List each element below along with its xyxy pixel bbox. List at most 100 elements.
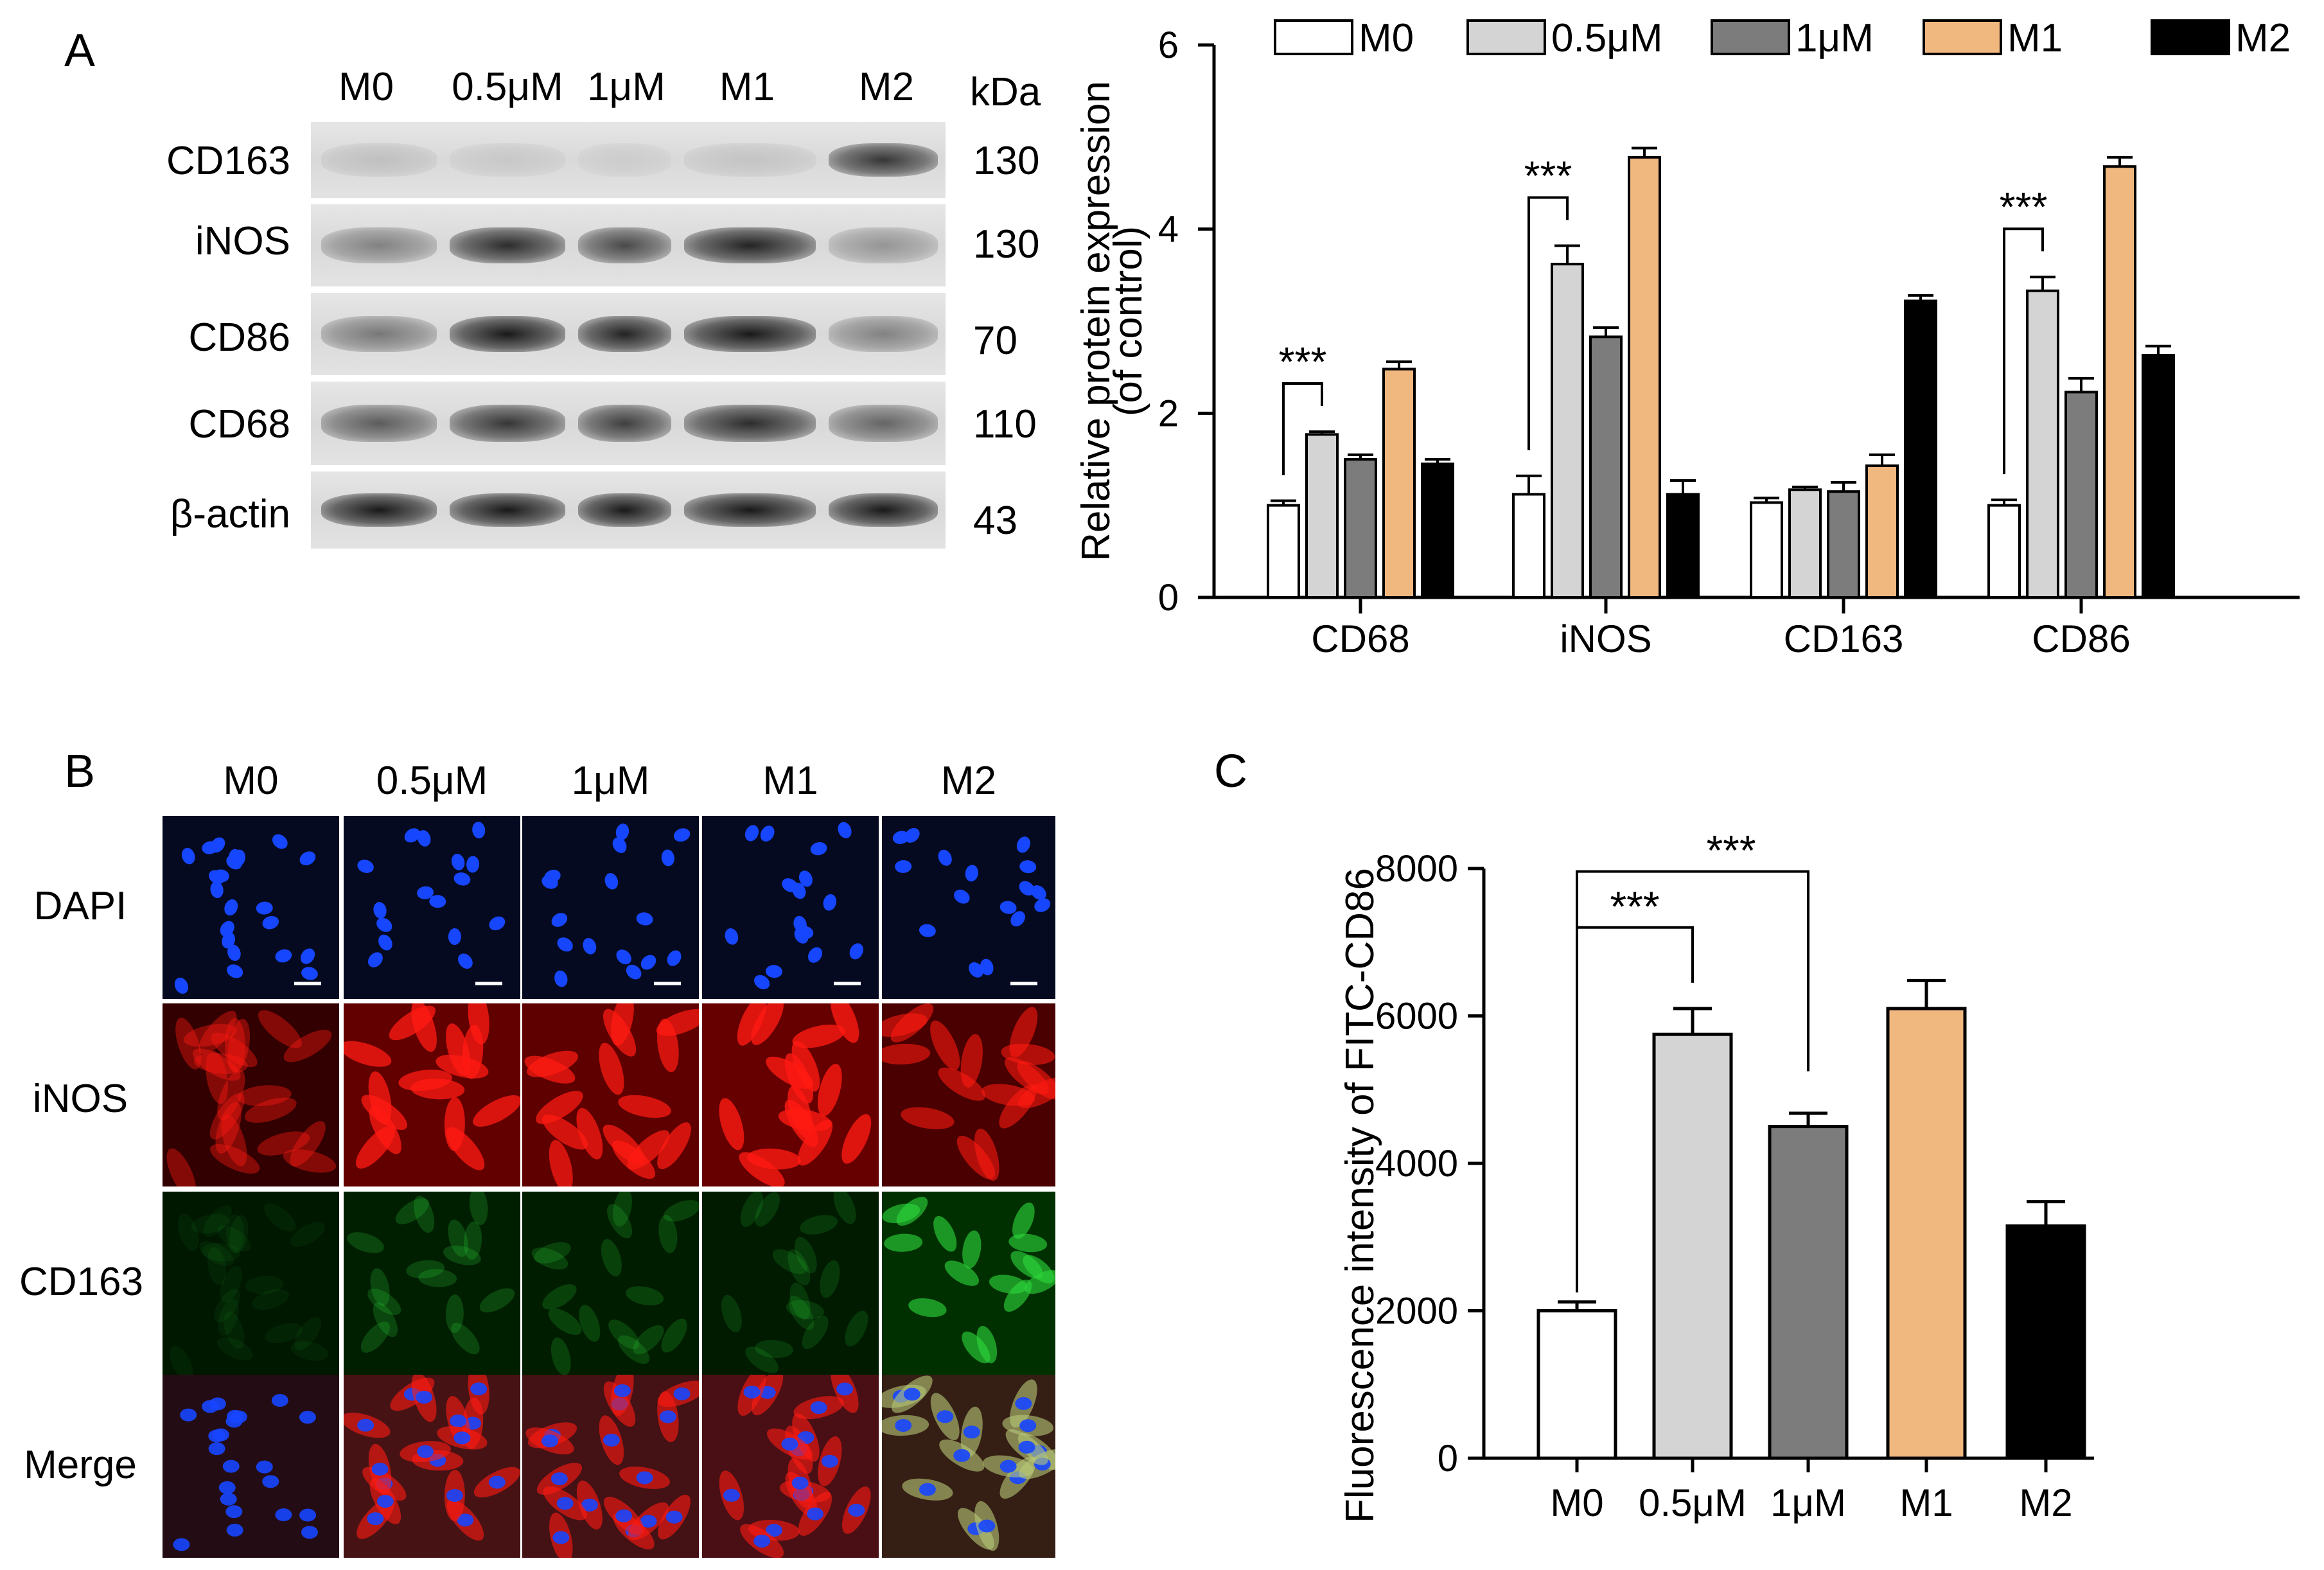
wb-kda-value: 70 <box>973 319 1017 363</box>
if-column-label: 1μM <box>571 759 650 803</box>
blot-band <box>321 405 437 442</box>
y-tick-label: 6000 <box>1375 996 1458 1037</box>
if-image-inos-2 <box>522 1003 699 1186</box>
blot-band <box>578 493 671 527</box>
y-tick-label: 8000 <box>1375 848 1458 890</box>
if-column-label: M2 <box>940 759 997 803</box>
bar <box>1536 1309 1617 1460</box>
if-image-cd163-4 <box>882 1192 1055 1377</box>
if-image-inos-3 <box>702 1003 879 1186</box>
blot-band <box>450 405 565 442</box>
x-tick-label: M2 <box>2019 1481 2072 1524</box>
bar <box>1666 493 1700 599</box>
blot-strip <box>311 293 946 375</box>
x-tick-label: CD68 <box>1311 617 1409 660</box>
wb-row-label: CD163 <box>166 139 290 183</box>
bar <box>1652 1032 1733 1460</box>
bar <box>1512 493 1545 599</box>
if-image-merge-3 <box>702 1375 879 1558</box>
wb-row-label: CD86 <box>188 315 290 360</box>
bar <box>1865 464 1899 599</box>
panel-a-letter: A <box>64 25 96 76</box>
if-image-merge-2 <box>522 1375 699 1558</box>
blot-band <box>829 405 938 442</box>
bar <box>1987 504 2021 599</box>
blot-band <box>578 143 671 177</box>
bar <box>2005 1224 2086 1460</box>
wb-lane-label: 0.5μM <box>452 65 563 109</box>
blot-band <box>321 493 437 527</box>
bar <box>2026 289 2059 599</box>
blot-band <box>578 315 671 353</box>
y-tick-label: 0 <box>1438 1438 1458 1479</box>
blot-band <box>829 315 938 353</box>
bar <box>1551 263 1584 599</box>
blot-strip <box>311 204 946 287</box>
wb-kda-value: 43 <box>973 498 1017 543</box>
bar <box>2064 391 2098 599</box>
if-image-dapi-4 <box>882 816 1055 999</box>
bar <box>1305 433 1339 599</box>
if-image-cd163-3 <box>702 1192 879 1377</box>
blot-band <box>321 143 437 177</box>
blot-band <box>450 143 565 177</box>
y-tick-label: 0 <box>1158 577 1179 619</box>
if-image-cd163-0 <box>163 1192 339 1377</box>
blot-band <box>578 227 671 264</box>
blot-band <box>829 143 938 177</box>
legend-label: 0.5μM <box>1551 16 1663 60</box>
significance-bracket <box>1527 196 1569 450</box>
if-image-dapi-1 <box>344 816 520 999</box>
x-tick-label: iNOS <box>1560 617 1651 660</box>
wb-row-label: CD68 <box>188 402 290 446</box>
if-image-inos-4 <box>882 1003 1055 1186</box>
if-row-label: Merge <box>24 1443 137 1487</box>
wb-row-label: iNOS <box>195 219 290 263</box>
if-image-inos-0 <box>163 1003 339 1186</box>
bar <box>1904 299 1937 599</box>
significance-label: *** <box>1610 883 1659 930</box>
blot-band <box>578 405 671 442</box>
blot-band <box>684 315 816 353</box>
significance-label: *** <box>1524 152 1572 198</box>
bar <box>1827 490 1860 599</box>
blot-band <box>684 143 816 177</box>
blot-band <box>829 493 938 527</box>
y-tick-label: 4 <box>1158 209 1179 251</box>
if-image-dapi-2 <box>522 816 699 999</box>
x-tick-label: M0 <box>1550 1481 1603 1524</box>
if-image-dapi-0 <box>163 816 339 999</box>
x-tick-label: CD86 <box>2032 617 2130 660</box>
significance-label: *** <box>2000 184 2048 230</box>
x-tick-label: M1 <box>1899 1481 1953 1524</box>
blot-band <box>684 405 816 442</box>
if-image-cd163-1 <box>344 1192 520 1377</box>
legend-swatch <box>1923 19 2002 55</box>
wb-lane-label: M2 <box>858 65 915 109</box>
y-axis-label: Relative protein expression(of control) <box>1074 81 1150 561</box>
bar <box>2142 354 2175 599</box>
y-tick-label: 2000 <box>1375 1291 1458 1332</box>
wb-kda-value: 130 <box>973 222 1040 267</box>
panel-c-letter: C <box>1214 746 1247 797</box>
blot-band <box>450 493 565 527</box>
blot-band <box>450 315 565 353</box>
significance-bracket <box>2003 227 2044 475</box>
bar <box>1768 1125 1849 1460</box>
wb-lane-label: M0 <box>338 65 394 109</box>
if-image-inos-1 <box>344 1003 520 1186</box>
legend-label: 1μM <box>1795 16 1874 60</box>
bar <box>1886 1007 1967 1460</box>
wb-lane-label: M1 <box>719 65 775 109</box>
bar <box>1344 458 1377 599</box>
significance-label: *** <box>1279 339 1327 385</box>
wb-kda-header: kDa <box>970 70 1041 114</box>
x-tick-label: 1μM <box>1770 1481 1846 1524</box>
blot-band <box>321 227 437 264</box>
bar <box>1788 488 1822 599</box>
wb-kda-value: 110 <box>973 402 1037 446</box>
x-tick-label: CD163 <box>1784 617 1904 660</box>
if-image-dapi-3 <box>702 816 879 999</box>
